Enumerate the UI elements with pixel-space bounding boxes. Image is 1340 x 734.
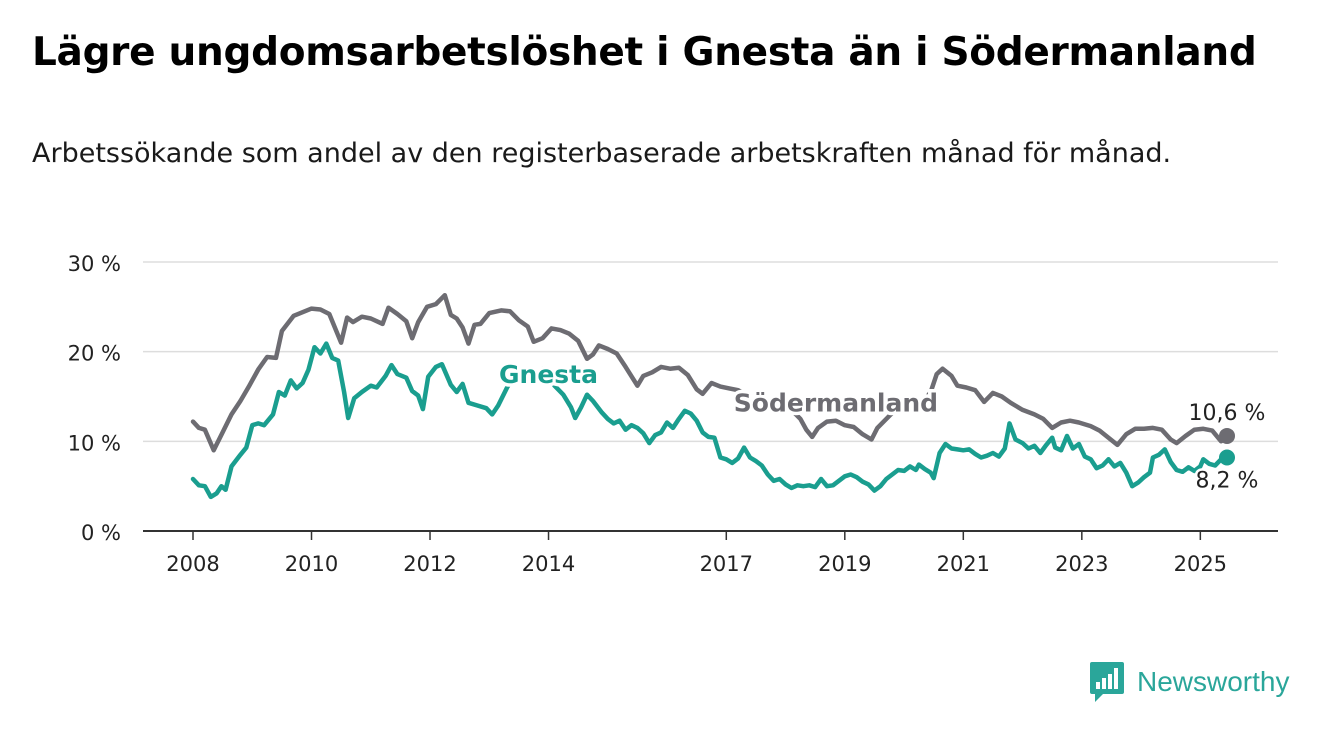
x-tick-label: 2014 (522, 552, 575, 576)
chart-subtitle: Arbetssökande som andel av den registerb… (32, 138, 1172, 169)
x-tick-label: 2008 (166, 552, 219, 576)
chart-title: Lägre ungdomsarbetslöshet i Gnesta än i … (32, 30, 1257, 75)
y-tick-label: 10 % (68, 431, 121, 455)
y-tick-label: 0 % (81, 521, 121, 545)
x-tick-label: 2021 (937, 552, 990, 576)
y-tick-label: 30 % (68, 252, 121, 276)
y-tick-label: 20 % (68, 342, 121, 366)
x-tick-label: 2017 (700, 552, 753, 576)
x-tick-label: 2025 (1174, 552, 1227, 576)
end-point-gnesta (1219, 449, 1235, 466)
end-label-södermanland: 10,6 % (1189, 401, 1266, 426)
series-label-södermanland: Södermanland (734, 389, 938, 418)
series-line-södermanland (190, 292, 1230, 453)
x-tick-label: 2023 (1055, 552, 1108, 576)
end-label-gnesta: 8,2 % (1196, 468, 1259, 493)
x-tick-label: 2010 (285, 552, 338, 576)
end-point-södermanland (1219, 427, 1235, 444)
brand-name: Newsworthy (1137, 666, 1290, 697)
newsworthy-chart-bubble-icon (1090, 662, 1124, 702)
x-tick-label: 2012 (403, 552, 456, 576)
series-label-gnesta: Gnesta (499, 360, 598, 389)
series-line-gnesta (190, 341, 1230, 500)
x-tick-label: 2019 (818, 552, 871, 576)
brand-logo: Newsworthy (1089, 660, 1289, 704)
